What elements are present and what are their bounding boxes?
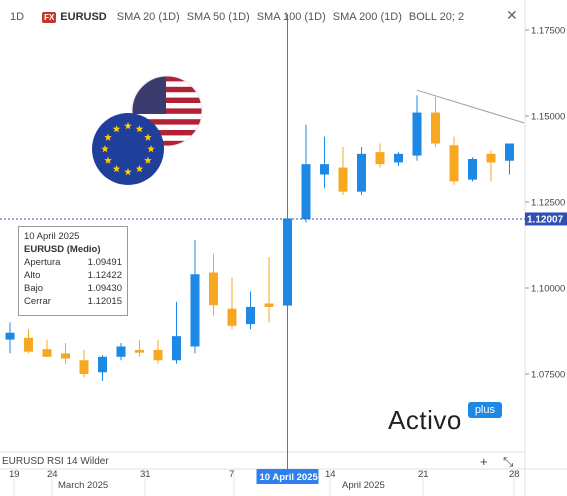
candle-body[interactable]: [5, 332, 15, 340]
activo-plus-logo: Activo plus: [388, 400, 502, 434]
tooltip-value: 1.09491: [87, 257, 122, 268]
candle-body[interactable]: [264, 303, 274, 307]
y-tick-label: 1.17500: [531, 26, 565, 37]
eu-star-icon: [144, 133, 152, 141]
rsi-label[interactable]: EURUSD RSI 14 Wilder: [2, 456, 109, 467]
x-tick-label: 21: [418, 469, 429, 480]
candle-body[interactable]: [431, 112, 440, 144]
indicator-boll[interactable]: BOLL 20; 2: [408, 11, 465, 23]
candle-body[interactable]: [449, 145, 459, 182]
indicator-sma50[interactable]: SMA 50 (1D): [186, 11, 250, 23]
ohlc-tooltip: 10 April 2025 EURUSD (Medio) Apertura 1.…: [18, 226, 128, 316]
tooltip-label: Alto: [24, 270, 41, 281]
candle-body[interactable]: [135, 349, 144, 353]
x-tick-label: 19: [9, 469, 20, 480]
candle-body[interactable]: [394, 153, 403, 163]
candle-body[interactable]: [153, 349, 163, 361]
candle-body[interactable]: [375, 152, 385, 165]
tooltip-date: 10 April 2025: [24, 231, 80, 242]
chart-toolbar: 1D FX EURUSD SMA 20 (1D) SMA 50 (1D) SMA…: [0, 8, 471, 26]
trendline[interactable]: [416, 89, 525, 124]
y-tick-label: 1.15000: [531, 112, 565, 123]
indicator-sma100[interactable]: SMA 100 (1D): [256, 11, 326, 23]
tooltip-title: EURUSD (Medio): [24, 244, 101, 255]
candle-body[interactable]: [301, 164, 311, 220]
eu-star-icon: [147, 145, 155, 153]
x-tick-label: 24: [47, 469, 58, 480]
close-icon[interactable]: ✕: [506, 7, 518, 23]
eu-star-icon: [124, 168, 132, 176]
candle-body[interactable]: [209, 272, 218, 306]
us-flag-icon: [131, 75, 203, 147]
candle-body[interactable]: [505, 143, 514, 161]
eu-star-icon: [135, 164, 144, 173]
candle-body[interactable]: [172, 336, 181, 361]
collapse-icon[interactable]: ⤡: [503, 454, 514, 469]
eu-star-icon: [101, 145, 109, 153]
logo-badge: plus: [467, 402, 502, 418]
timeframe-selector[interactable]: 1D: [10, 11, 25, 23]
symbol-label[interactable]: EURUSD: [60, 11, 107, 23]
tooltip-row-high: Alto 1.12422: [24, 269, 122, 282]
candle-body[interactable]: [412, 112, 422, 156]
candle-body[interactable]: [79, 360, 89, 374]
add-icon[interactable]: +: [480, 454, 488, 469]
current-price-badge: [525, 212, 567, 226]
x-tick-label: 14: [325, 469, 336, 480]
tooltip-row-open: Apertura 1.09491: [24, 256, 122, 269]
y-tick-label: 1.10000: [531, 284, 565, 295]
candle-body[interactable]: [246, 306, 255, 325]
candle-body[interactable]: [338, 167, 348, 192]
candle-body[interactable]: [42, 349, 52, 357]
tooltip-label: Bajo: [24, 283, 44, 294]
eu-star-icon: [104, 133, 112, 141]
candle-body[interactable]: [24, 337, 33, 352]
tooltip-value: 1.09430: [87, 283, 122, 294]
candle-body[interactable]: [486, 153, 496, 163]
candle-body[interactable]: [61, 353, 70, 359]
candle-body[interactable]: [116, 346, 126, 357]
indicator-sma200[interactable]: SMA 200 (1D): [332, 11, 402, 23]
eu-flag-icon: [92, 113, 164, 185]
y-tick-label: 1.07500: [531, 370, 565, 381]
candle-body[interactable]: [227, 308, 237, 326]
eu-star-icon: [124, 122, 132, 130]
tooltip-value: 1.12422: [87, 270, 122, 281]
eu-star-icon: [112, 125, 121, 133]
tooltip-value: 1.12015: [87, 296, 122, 307]
eu-star-icon: [144, 156, 152, 164]
tooltip-row-close: Cerrar 1.12015: [24, 295, 122, 308]
crosshair-date-badge: [256, 469, 319, 484]
eu-star-icon: [104, 156, 112, 164]
rsi-pane-header: EURUSD RSI 14 Wilder + ⤡: [0, 454, 525, 469]
candle-body[interactable]: [357, 153, 366, 192]
y-axis: 1.17500 1.15000 1.12500 1.10000 1.07500: [525, 26, 565, 381]
candle-body[interactable]: [98, 356, 107, 373]
candle-body[interactable]: [320, 164, 329, 175]
month-label: April 2025: [342, 480, 385, 491]
y-tick-label: 1.12500: [531, 198, 565, 209]
crosshair-date-label: 10 April 2025: [260, 472, 319, 483]
x-tick-label: 31: [140, 469, 151, 480]
x-axis: 19 24 31 7 14 21 28 March 2025 April 2025: [9, 469, 520, 496]
tooltip-label: Cerrar: [24, 296, 51, 307]
eu-star-icon: [112, 164, 121, 173]
x-tick-label: 28: [509, 469, 520, 480]
eu-star-icon: [135, 125, 144, 133]
indicator-sma20[interactable]: SMA 20 (1D): [116, 11, 180, 23]
x-tick-label: 7: [229, 469, 234, 480]
current-price-label: 1.12007: [527, 214, 564, 225]
month-label: March 2025: [58, 480, 108, 491]
tooltip-label: Apertura: [24, 257, 61, 268]
candle-body[interactable]: [190, 274, 200, 347]
candle-body[interactable]: [468, 159, 477, 180]
logo-word: Activo: [388, 405, 462, 435]
fx-icon: FX: [42, 11, 57, 23]
tooltip-row-low: Bajo 1.09430: [24, 282, 122, 295]
